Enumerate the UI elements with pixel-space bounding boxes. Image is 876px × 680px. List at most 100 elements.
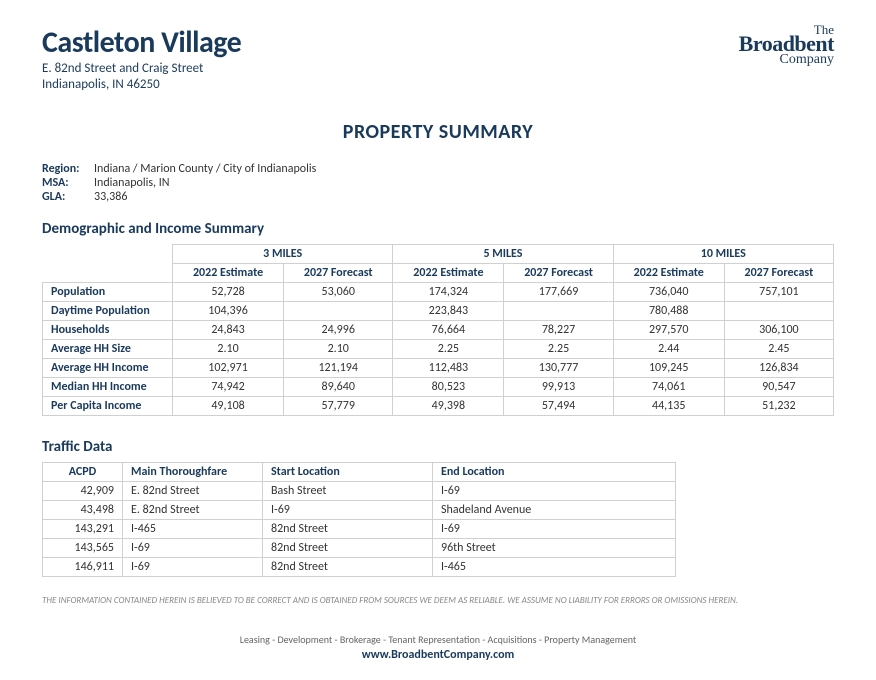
row-label: Daytime Population — [43, 301, 173, 320]
table-row: Population52,72853,060174,324177,669736,… — [43, 282, 834, 301]
company-logo: The Broadbent Company — [739, 24, 834, 66]
header: Castleton Village E. 82nd Street and Cra… — [42, 24, 834, 94]
data-cell: 177,669 — [504, 282, 613, 301]
table-row: Average HH Income102,971121,194112,48313… — [43, 358, 834, 377]
table-row: 43,498E. 82nd StreetI-69Shadeland Avenue — [43, 500, 676, 519]
data-cell: 112,483 — [393, 358, 504, 377]
data-cell: 80,523 — [393, 377, 504, 396]
end-cell: I-69 — [433, 519, 676, 538]
table-row: Median HH Income74,94289,64080,52399,913… — [43, 377, 834, 396]
acpd-header: ACPD — [43, 462, 123, 481]
data-cell: 89,640 — [284, 377, 393, 396]
data-cell: 49,398 — [393, 396, 504, 415]
data-cell: 57,779 — [284, 396, 393, 415]
address-line-2: Indianapolis, IN 46250 — [42, 77, 241, 93]
sub-header: 2022 Estimate — [393, 263, 504, 282]
table-row: 146,911I-6982nd StreetI-465 — [43, 557, 676, 576]
data-cell: 74,942 — [173, 377, 284, 396]
table-row: 143,565I-6982nd Street96th Street — [43, 538, 676, 557]
main-cell: E. 82nd Street — [123, 500, 263, 519]
demographic-table: 3 MILES 5 MILES 10 MILES 2022 Estimate 2… — [42, 244, 834, 416]
logo-line-2: Broadbent — [739, 35, 834, 54]
gla-value: 33,386 — [94, 190, 127, 204]
data-cell: 736,040 — [613, 282, 724, 301]
gla-label: GLA: — [42, 190, 94, 204]
row-label: Households — [43, 320, 173, 339]
msa-value: Indianapolis, IN — [94, 176, 170, 190]
group-10-miles: 10 MILES — [613, 244, 833, 263]
data-cell — [284, 301, 393, 320]
acpd-cell: 42,909 — [43, 481, 123, 500]
end-cell: I-69 — [433, 481, 676, 500]
sub-header: 2027 Forecast — [504, 263, 613, 282]
sub-header: 2022 Estimate — [613, 263, 724, 282]
address-line-1: E. 82nd Street and Craig Street — [42, 61, 241, 77]
data-cell: 109,245 — [613, 358, 724, 377]
data-cell: 24,996 — [284, 320, 393, 339]
start-cell: 82nd Street — [263, 538, 433, 557]
traffic-table: ACPD Main Thoroughfare Start Location En… — [42, 462, 676, 577]
data-cell: 24,843 — [173, 320, 284, 339]
data-cell: 78,227 — [504, 320, 613, 339]
table-row: 143,291I-46582nd StreetI-69 — [43, 519, 676, 538]
data-cell: 52,728 — [173, 282, 284, 301]
data-cell: 57,494 — [504, 396, 613, 415]
data-cell: 306,100 — [724, 320, 833, 339]
acpd-cell: 143,291 — [43, 519, 123, 538]
data-cell: 44,135 — [613, 396, 724, 415]
footer: Leasing - Development - Brokerage - Tena… — [0, 633, 876, 662]
sub-header: 2022 Estimate — [173, 263, 284, 282]
msa-label: MSA: — [42, 176, 94, 190]
start-cell: 82nd Street — [263, 557, 433, 576]
main-cell: I-69 — [123, 557, 263, 576]
demo-section-title: Demographic and Income Summary — [42, 220, 834, 238]
end-cell: Shadeland Avenue — [433, 500, 676, 519]
data-cell: 2.25 — [504, 339, 613, 358]
data-cell: 53,060 — [284, 282, 393, 301]
main-cell: I-465 — [123, 519, 263, 538]
region-value: Indiana / Marion County / City of Indian… — [94, 162, 316, 176]
data-cell: 126,834 — [724, 358, 833, 377]
data-cell: 49,108 — [173, 396, 284, 415]
data-cell: 223,843 — [393, 301, 504, 320]
sub-header: 2027 Forecast — [724, 263, 833, 282]
main-cell: E. 82nd Street — [123, 481, 263, 500]
data-cell: 74,061 — [613, 377, 724, 396]
data-cell — [504, 301, 613, 320]
acpd-cell: 146,911 — [43, 557, 123, 576]
data-cell: 90,547 — [724, 377, 833, 396]
group-3-miles: 3 MILES — [173, 244, 393, 263]
table-row: 42,909E. 82nd StreetBash StreetI-69 — [43, 481, 676, 500]
data-cell: 51,232 — [724, 396, 833, 415]
end-header: End Location — [433, 462, 676, 481]
data-cell: 2.44 — [613, 339, 724, 358]
data-cell: 104,396 — [173, 301, 284, 320]
data-cell — [724, 301, 833, 320]
data-cell: 102,971 — [173, 358, 284, 377]
end-cell: 96th Street — [433, 538, 676, 557]
start-cell: I-69 — [263, 500, 433, 519]
meta-block: Region: Indiana / Marion County / City o… — [42, 162, 834, 204]
table-row: Daytime Population104,396223,843780,488 — [43, 301, 834, 320]
row-label: Average HH Size — [43, 339, 173, 358]
start-header: Start Location — [263, 462, 433, 481]
footer-services: Leasing - Development - Brokerage - Tena… — [0, 633, 876, 646]
footer-url: www.BroadbentCompany.com — [0, 648, 876, 662]
title-block: Castleton Village E. 82nd Street and Cra… — [42, 24, 241, 94]
end-cell: I-465 — [433, 557, 676, 576]
data-cell: 757,101 — [724, 282, 833, 301]
data-cell: 130,777 — [504, 358, 613, 377]
acpd-cell: 43,498 — [43, 500, 123, 519]
row-label: Average HH Income — [43, 358, 173, 377]
row-label: Population — [43, 282, 173, 301]
traffic-section-title: Traffic Data — [42, 438, 834, 456]
data-cell: 2.45 — [724, 339, 833, 358]
data-cell: 99,913 — [504, 377, 613, 396]
data-cell: 297,570 — [613, 320, 724, 339]
page-heading: PROPERTY SUMMARY — [42, 120, 834, 144]
row-label: Median HH Income — [43, 377, 173, 396]
start-cell: Bash Street — [263, 481, 433, 500]
property-name: Castleton Village — [42, 24, 241, 61]
acpd-cell: 143,565 — [43, 538, 123, 557]
data-cell: 2.25 — [393, 339, 504, 358]
